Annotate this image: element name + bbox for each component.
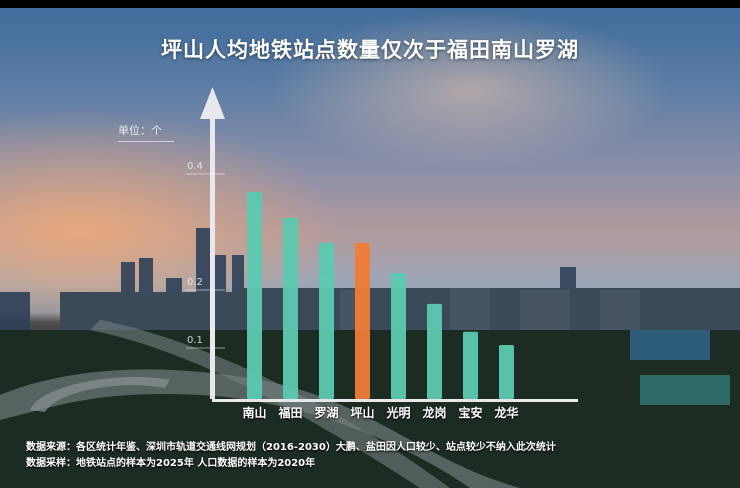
x-tick-label: 坪山 (350, 406, 375, 420)
y-tick-label: 0.4 (187, 161, 203, 172)
bar-4 (391, 273, 406, 399)
bar-6 (463, 331, 478, 399)
x-tick-label: 龙岗 (422, 406, 447, 420)
data-source-note: 数据来源：各区统计年鉴、深圳市轨道交通线网规划（2016-2030）大鹏、盐田因… (26, 442, 556, 453)
x-axis-line (212, 399, 578, 402)
x-tick-label: 光明 (386, 406, 411, 420)
x-tick-label: 南山 (242, 406, 267, 420)
x-tick-label: 福田 (278, 406, 303, 420)
unit-label: 单位：个 (118, 122, 174, 142)
bar-3 (355, 242, 370, 399)
top-frame (0, 0, 740, 8)
y-axis-arrow-icon (200, 87, 225, 119)
y-tick-label: 0.1 (187, 335, 203, 346)
y-axis-line (210, 110, 215, 399)
chart-title: 坪山人均地铁站点数量仅次于福田南山罗湖 (161, 38, 579, 62)
bar-5 (427, 303, 442, 399)
data-sample-note: 数据采样：地铁站点的样本为2025年 人口数据的样本为2020年 (26, 458, 316, 469)
bar-7 (499, 345, 514, 399)
bar-1 (283, 218, 298, 399)
x-tick-label: 龙华 (494, 406, 519, 420)
bar-0 (247, 191, 262, 399)
x-tick-label: 宝安 (458, 406, 483, 420)
x-tick-label: 罗湖 (314, 406, 339, 420)
y-tick-label: 0.2 (187, 277, 203, 288)
bar-2 (319, 242, 334, 399)
